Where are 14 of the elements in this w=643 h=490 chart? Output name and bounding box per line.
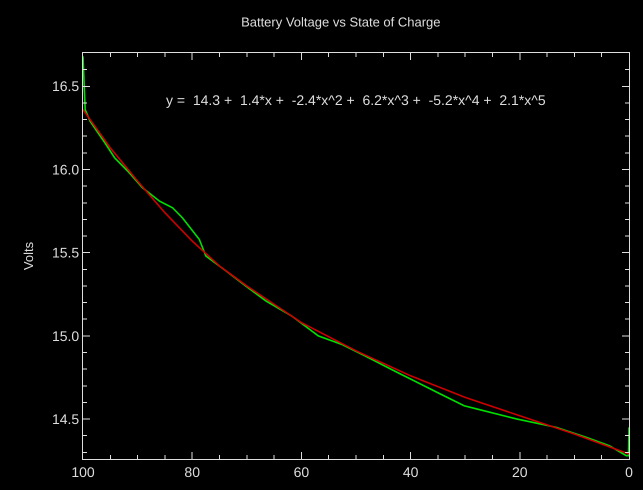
x-tick-label: 40 [402, 464, 419, 480]
x-tick-label: 80 [184, 464, 200, 480]
y-tick-label: 16.5 [52, 78, 80, 94]
x-tick-label: 0 [625, 464, 634, 480]
x-tick-label: 20 [512, 464, 528, 480]
y-tick-label: 15.5 [52, 244, 80, 261]
y-tick-label: 14.5 [52, 410, 80, 427]
y-tick-label: 15.0 [52, 328, 80, 344]
x-tick-label: 60 [294, 464, 310, 480]
annotation: y = 14.3 + 1.4*x + -2.4*x^2 + 6.2*x^3 + -5.2*x^4 + 2.1*x^5 [166, 92, 546, 108]
chart-title: Battery Voltage vs State of Charge [241, 14, 441, 30]
y-axis-title: Volts [20, 241, 36, 270]
y-tick-label: 16.0 [52, 161, 80, 178]
x-tick-label: 100 [71, 464, 95, 480]
